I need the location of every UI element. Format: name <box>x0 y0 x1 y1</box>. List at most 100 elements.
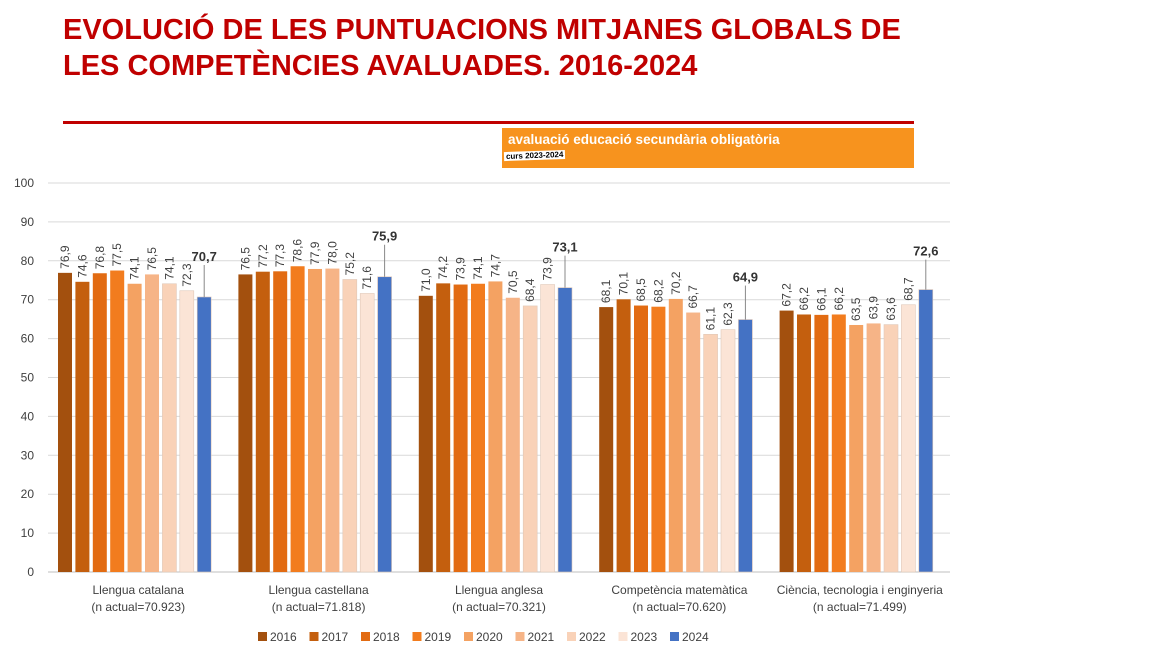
bar <box>196 296 212 573</box>
bar <box>599 307 614 572</box>
data-label: 76,5 <box>238 247 252 271</box>
bar <box>377 276 392 573</box>
bar <box>418 295 433 572</box>
legend-swatch <box>412 632 422 641</box>
data-label: 77,9 <box>308 241 322 265</box>
data-label: 76,8 <box>93 246 107 270</box>
data-label: 77,5 <box>110 243 124 267</box>
legend-swatch <box>515 632 525 641</box>
data-label: 71,6 <box>360 266 374 290</box>
bar <box>849 324 864 572</box>
bar <box>127 283 142 572</box>
data-label: 67,2 <box>780 283 794 307</box>
bar <box>179 290 195 573</box>
bar <box>634 305 648 572</box>
bar <box>686 312 701 572</box>
bar <box>883 324 899 573</box>
data-label: 78,0 <box>325 241 339 265</box>
bar <box>866 323 881 572</box>
banner: avaluació educació secundària obligatòri… <box>502 128 914 168</box>
data-label: 76,9 <box>58 245 72 269</box>
bar <box>668 298 683 572</box>
x-tick-label: Llengua castellana <box>269 583 369 597</box>
legend-label: 2020 <box>476 630 503 644</box>
bar <box>651 306 666 572</box>
data-label: 63,6 <box>884 297 898 321</box>
y-tick-label: 80 <box>21 254 35 268</box>
data-label: 75,2 <box>343 252 357 276</box>
legend-swatch <box>309 632 319 641</box>
legend-swatch <box>567 632 576 641</box>
legend-swatch <box>258 632 267 641</box>
data-label: 70,2 <box>669 271 683 295</box>
data-label: 66,2 <box>797 287 811 311</box>
x-tick-label: Llengua anglesa <box>455 583 543 597</box>
data-label: 68,4 <box>523 278 537 302</box>
data-label: 77,3 <box>273 244 287 268</box>
legend-swatch <box>618 632 628 641</box>
bar <box>703 334 718 573</box>
bar <box>273 271 288 572</box>
legend-label: 2019 <box>425 630 452 644</box>
bar <box>616 299 631 572</box>
bar <box>308 268 322 572</box>
data-label: 77,2 <box>256 244 270 268</box>
data-label: 78,6 <box>291 239 305 263</box>
data-label: 74,1 <box>128 256 142 280</box>
data-label: 74,1 <box>162 256 176 280</box>
data-label: 74,1 <box>471 256 485 280</box>
bar <box>290 266 305 572</box>
data-label: 73,1 <box>552 240 577 255</box>
bar <box>488 281 503 572</box>
bar <box>814 314 829 572</box>
x-tick-sublabel: (n actual=70.923) <box>91 600 185 614</box>
data-label: 62,3 <box>721 302 735 326</box>
y-tick-label: 90 <box>21 215 35 229</box>
data-label: 72,3 <box>180 263 194 287</box>
data-label: 66,7 <box>686 285 700 309</box>
bar <box>359 293 375 573</box>
data-label: 73,9 <box>541 257 555 281</box>
x-tick-sublabel: (n actual=71.499) <box>813 600 907 614</box>
data-label: 68,7 <box>901 277 915 301</box>
data-label: 66,1 <box>814 287 828 311</box>
data-label: 68,5 <box>634 278 648 302</box>
y-tick-label: 50 <box>21 371 35 385</box>
bar <box>75 281 90 572</box>
bar <box>58 272 72 572</box>
x-tick-label: Ciència, tecnologia i enginyeria <box>777 583 943 597</box>
data-label: 74,7 <box>488 254 502 278</box>
data-label: 74,2 <box>436 256 450 280</box>
y-tick-label: 60 <box>21 332 35 346</box>
legend-label: 2024 <box>682 630 709 644</box>
banner-title: avaluació educació secundària obligatòri… <box>508 132 780 147</box>
page-title: EVOLUCIÓ DE LES PUNTUACIONS MITJANES GLO… <box>63 14 901 82</box>
data-label: 76,5 <box>145 247 159 271</box>
bar <box>342 279 358 573</box>
bar <box>255 271 270 572</box>
data-label: 70,1 <box>617 272 631 296</box>
bar <box>738 319 753 573</box>
title-divider <box>63 121 914 124</box>
bar <box>471 283 485 572</box>
data-label: 64,9 <box>733 270 758 285</box>
data-label: 72,6 <box>913 244 938 259</box>
legend-label: 2017 <box>322 630 349 644</box>
y-tick-label: 20 <box>21 487 35 501</box>
bar <box>325 268 340 572</box>
data-label: 63,5 <box>849 297 863 321</box>
legend-label: 2018 <box>373 630 400 644</box>
y-tick-label: 70 <box>21 293 35 307</box>
y-tick-label: 0 <box>27 565 34 579</box>
bar <box>918 289 934 573</box>
data-label: 73,9 <box>454 257 468 281</box>
legend-swatch <box>361 632 370 641</box>
data-label: 66,2 <box>832 287 846 311</box>
data-label: 74,6 <box>75 254 89 278</box>
x-tick-label: Competència matemàtica <box>611 583 747 597</box>
bar <box>831 314 846 572</box>
data-label: 68,1 <box>599 279 613 303</box>
data-label: 68,2 <box>651 279 665 303</box>
bar <box>145 274 159 572</box>
bar <box>797 314 811 572</box>
